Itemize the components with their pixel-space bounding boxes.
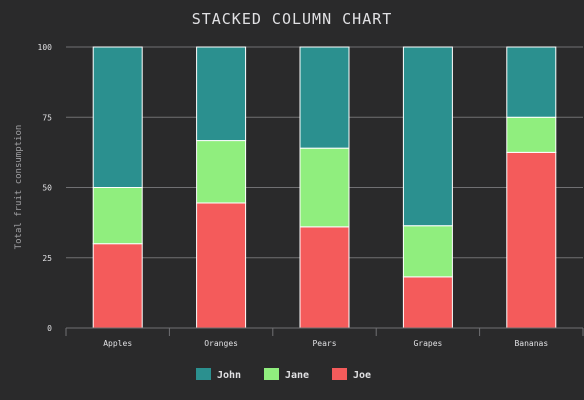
bar-segment-joe-apples[interactable] (92, 243, 143, 329)
bar-segment-jane-apples[interactable] (92, 187, 143, 245)
legend: John Jane Joe (196, 368, 371, 381)
y-tick-label: 75 (42, 113, 52, 122)
bar-segment-joe-grapes[interactable] (402, 276, 453, 329)
legend-swatch-john[interactable] (196, 368, 211, 380)
chart-title: STACKED COLUMN CHART (192, 10, 393, 28)
legend-label-john[interactable]: John (217, 370, 241, 381)
x-tick-label: Oranges (204, 339, 238, 348)
x-tick-label: Grapes (413, 339, 442, 348)
y-tick-label: 50 (42, 184, 52, 193)
legend-label-joe[interactable]: Joe (353, 370, 371, 381)
y-tick-label: 0 (47, 324, 52, 333)
bar-segment-joe-pears[interactable] (299, 226, 350, 329)
x-tick-label: Pears (312, 339, 336, 348)
bar-segment-john-grapes[interactable] (402, 46, 453, 227)
y-tick-label: 25 (42, 254, 52, 263)
legend-swatch-joe[interactable] (332, 368, 347, 380)
bar-segment-jane-pears[interactable] (299, 147, 350, 228)
bar-segment-jane-oranges[interactable] (196, 140, 247, 204)
bar-segment-jane-bananas[interactable] (506, 116, 557, 153)
legend-label-jane[interactable]: Jane (285, 370, 309, 381)
bar-segment-john-oranges[interactable] (196, 46, 247, 142)
y-tick-label: 100 (38, 43, 53, 52)
x-tick-label: Bananas (514, 339, 548, 348)
bar-segment-joe-bananas[interactable] (506, 151, 557, 329)
y-axis-title: Total fruit consumption (14, 125, 24, 250)
axes: Apples Oranges Pears Grapes Bananas (65, 327, 584, 348)
bar-segment-john-bananas[interactable] (506, 46, 557, 118)
bar-segment-jane-grapes[interactable] (402, 225, 453, 278)
bar-segment-joe-oranges[interactable] (196, 202, 247, 329)
bar-segment-john-apples[interactable] (92, 46, 143, 188)
x-tick-label: Apples (103, 339, 132, 348)
bar-segment-john-pears[interactable] (299, 46, 350, 149)
legend-swatch-jane[interactable] (264, 368, 279, 380)
bars (92, 46, 557, 329)
